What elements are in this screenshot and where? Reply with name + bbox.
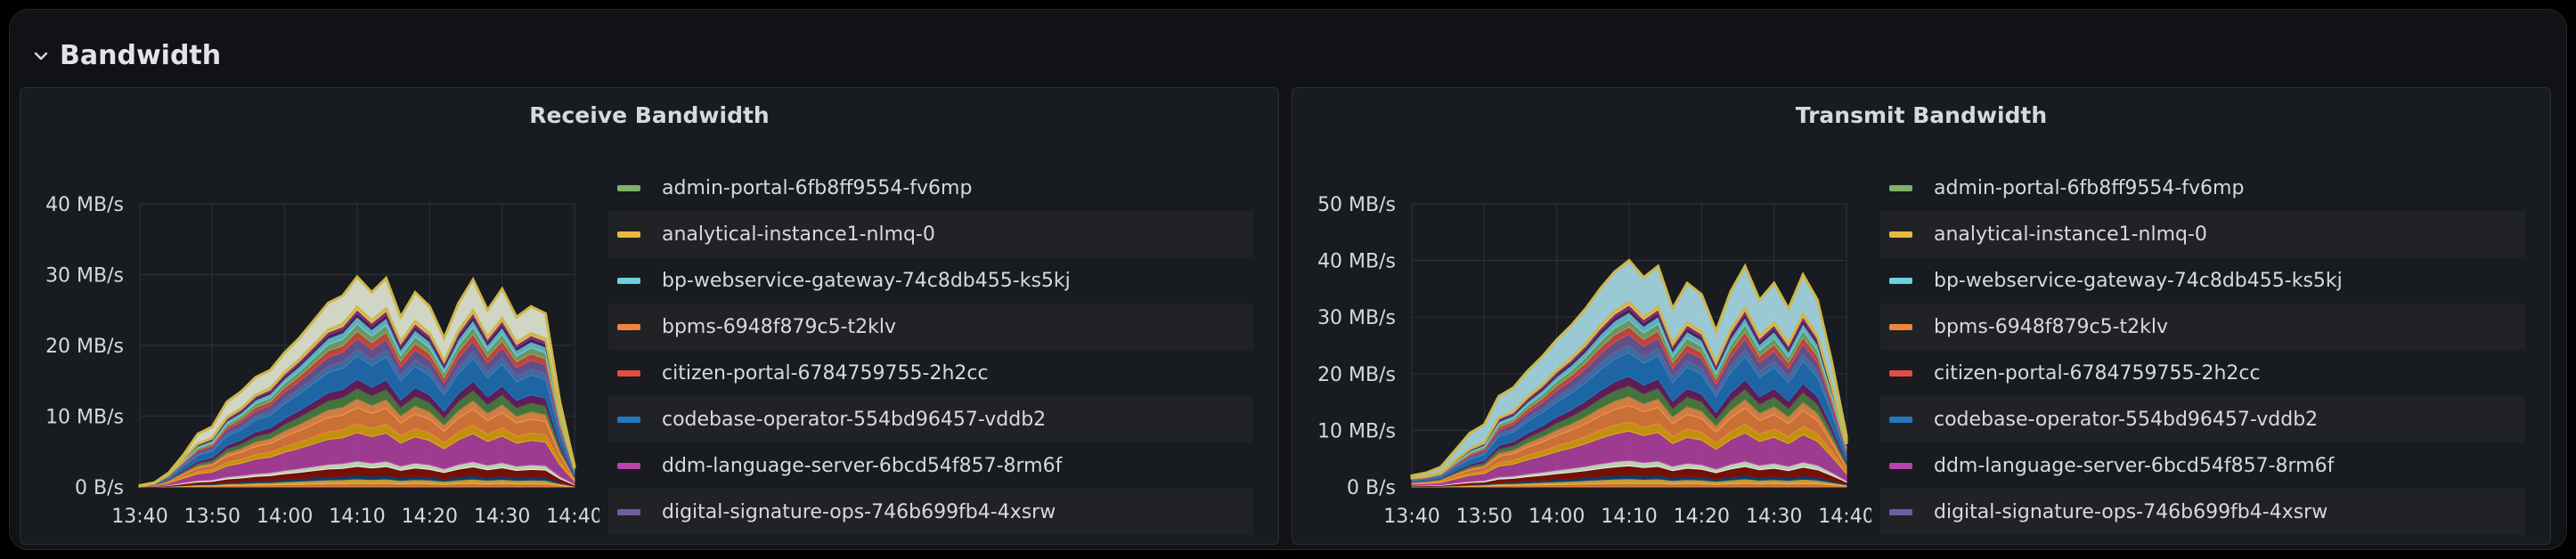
x-tick-label: 14:30 — [1746, 506, 1802, 528]
panel-title[interactable]: Receive Bandwidth — [529, 102, 770, 128]
y-tick-label: 20 MB/s — [45, 336, 124, 358]
legend-label: admin-portal-6fb8ff9554-fv6mp — [1934, 176, 2245, 199]
legend-item[interactable]: bp-webservice-gateway-74c8db455-ks5kj — [1880, 257, 2525, 304]
legend-item[interactable]: digital-signature-ops-746b699fb4-4xsrw — [608, 489, 1253, 535]
legend-item[interactable]: citizen-portal-6784759755-2h2cc — [1880, 350, 2525, 396]
receive-bandwidth-chart[interactable]: 0 B/s 10 MB/s 20 MB/s 30 MB/s 40 MB/s 13:40 13… — [20, 88, 599, 544]
legend-label: citizen-portal-6784759755-2h2cc — [1934, 361, 2261, 385]
x-tick-label: 14:10 — [329, 506, 385, 528]
legend-label: bpms-6948f879c5-t2klv — [1934, 315, 2169, 338]
y-tick-label: 40 MB/s — [1317, 251, 1396, 273]
chevron-down-icon — [34, 52, 48, 60]
x-tick-label: 13:50 — [1456, 506, 1512, 528]
legend-item[interactable]: analytical-instance1-nlmq-0 — [1880, 211, 2525, 257]
legend-swatch — [1889, 277, 1912, 284]
x-tick-label: 14:40 — [546, 506, 599, 528]
legend-label: bp-webservice-gateway-74c8db455-ks5kj — [1934, 269, 2343, 292]
x-tick-label: 13:40 — [1383, 506, 1439, 528]
legend-item[interactable]: bp-webservice-gateway-74c8db455-ks5kj — [608, 257, 1253, 304]
transmit-bandwidth-chart[interactable]: 0 B/s 10 MB/s 20 MB/s 30 MB/s 40 MB/s 50 MB/s… — [1292, 88, 1871, 544]
y-tick-label: 10 MB/s — [1317, 420, 1396, 442]
x-tick-label: 13:50 — [184, 506, 240, 528]
legend-swatch — [617, 369, 640, 377]
y-tick-label: 10 MB/s — [45, 407, 124, 429]
x-tick-label: 14:30 — [474, 506, 530, 528]
legend-swatch — [1889, 508, 1912, 515]
legend-item[interactable]: analytical-instance1-nlmq-0 — [608, 211, 1253, 257]
legend-label: analytical-instance1-nlmq-0 — [662, 223, 935, 246]
legend-item[interactable]: citizen-portal-6784759755-2h2cc — [608, 350, 1253, 396]
legend-label: bpms-6948f879c5-t2klv — [662, 315, 897, 338]
legend-swatch — [1889, 231, 1912, 238]
legend-swatch — [1889, 369, 1912, 377]
legend-label: citizen-portal-6784759755-2h2cc — [662, 361, 989, 385]
x-tick-label: 13:40 — [111, 506, 167, 528]
x-tick-label: 14:00 — [257, 506, 313, 528]
x-tick-label: 14:20 — [1674, 506, 1730, 528]
legend-label: digital-signature-ops-746b699fb4-4xsrw — [1934, 500, 2328, 523]
legend-item[interactable]: digital-signature-ops-746b699fb4-4xsrw — [1880, 489, 2525, 535]
legend-label: analytical-instance1-nlmq-0 — [1934, 223, 2207, 246]
x-tick-label: 14:00 — [1528, 506, 1585, 528]
transmit-legend: admin-portal-6fb8ff9554-fv6mp analytical-… — [1880, 165, 2525, 535]
receive-bandwidth-panel[interactable]: Receive Bandwidth 0 B/s 10 MB/s 20 MB/s 30 … — [20, 87, 1279, 545]
legend-label: bp-webservice-gateway-74c8db455-ks5kj — [662, 269, 1071, 292]
legend-item[interactable]: codebase-operator-554bd96457-vddb2 — [1880, 396, 2525, 442]
legend-label: digital-signature-ops-746b699fb4-4xsrw — [662, 500, 1056, 523]
legend-item[interactable]: bpms-6948f879c5-t2klv — [1880, 304, 2525, 350]
legend-label: codebase-operator-554bd96457-vddb2 — [662, 408, 1047, 431]
legend-swatch — [617, 416, 640, 423]
legend-label: ddm-language-server-6bcd54f857-8rm6f — [662, 454, 1063, 477]
panel-title[interactable]: Transmit Bandwidth — [1795, 102, 2048, 128]
y-tick-label: 0 B/s — [75, 477, 124, 499]
row-title: Bandwidth — [60, 40, 222, 71]
y-tick-label: 50 MB/s — [1317, 194, 1396, 216]
legend-item[interactable]: codebase-operator-554bd96457-vddb2 — [608, 396, 1253, 442]
y-tick-label: 20 MB/s — [1317, 364, 1396, 386]
legend-swatch — [617, 277, 640, 284]
x-tick-label: 14:40 — [1818, 506, 1871, 528]
legend-label: admin-portal-6fb8ff9554-fv6mp — [662, 176, 973, 199]
legend-swatch — [617, 323, 640, 330]
legend-item[interactable]: ddm-language-server-6bcd54f857-8rm6f — [1880, 442, 2525, 489]
area-series-band — [138, 274, 576, 489]
legend-item[interactable]: bpms-6948f879c5-t2klv — [608, 304, 1253, 350]
area-series-band — [1410, 258, 1848, 480]
legend-item[interactable]: ddm-language-server-6bcd54f857-8rm6f — [608, 442, 1253, 489]
legend-swatch — [1889, 416, 1912, 423]
y-tick-label: 0 B/s — [1347, 477, 1396, 499]
legend-swatch — [1889, 323, 1912, 330]
receive-legend: admin-portal-6fb8ff9554-fv6mp analytical-… — [608, 165, 1253, 535]
legend-label: ddm-language-server-6bcd54f857-8rm6f — [1934, 454, 2335, 477]
legend-swatch — [617, 508, 640, 515]
legend-swatch — [617, 462, 640, 469]
row-collapse-toggle[interactable]: Bandwidth — [31, 40, 221, 71]
y-tick-label: 30 MB/s — [45, 265, 124, 288]
legend-swatch — [617, 231, 640, 238]
x-tick-label: 14:20 — [402, 506, 458, 528]
y-tick-label: 30 MB/s — [1317, 307, 1396, 329]
y-tick-label: 40 MB/s — [45, 194, 124, 216]
legend-swatch — [617, 184, 640, 191]
legend-item[interactable]: admin-portal-6fb8ff9554-fv6mp — [608, 165, 1253, 211]
x-tick-label: 14:10 — [1601, 506, 1657, 528]
legend-item[interactable]: admin-portal-6fb8ff9554-fv6mp — [1880, 165, 2525, 211]
transmit-bandwidth-panel[interactable]: Transmit Bandwidth 0 B/s 10 MB/s 20 MB/s 30… — [1292, 87, 2551, 545]
legend-swatch — [1889, 462, 1912, 469]
legend-swatch — [1889, 184, 1912, 191]
legend-label: codebase-operator-554bd96457-vddb2 — [1934, 408, 2319, 431]
